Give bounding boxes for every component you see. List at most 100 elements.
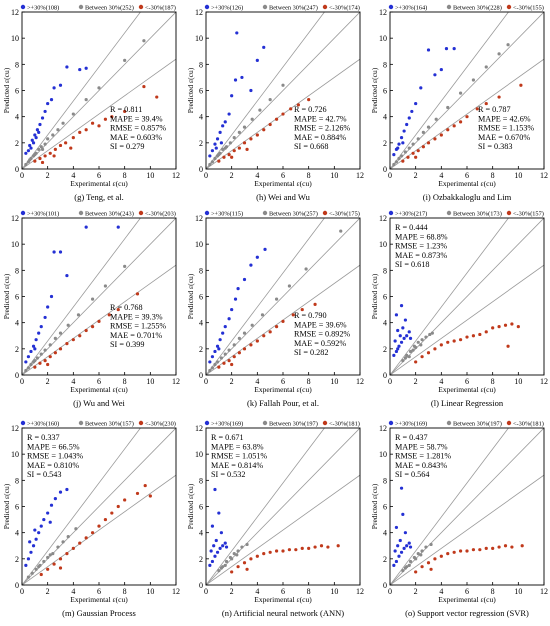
data-point: [46, 362, 50, 367]
metric-text: R = 0.790: [294, 311, 327, 320]
data-point: [408, 559, 413, 564]
data-point: [394, 313, 399, 317]
x-tick-label: 12: [356, 377, 364, 386]
data-point: [61, 121, 65, 125]
data-point: [37, 531, 41, 535]
data-point: [215, 344, 220, 348]
legend-label: <-30%(157): [513, 211, 544, 218]
data-point: [52, 562, 56, 566]
data-point: [39, 145, 43, 149]
data-point: [46, 305, 50, 309]
data-point: [255, 554, 259, 558]
data-point: [223, 541, 227, 545]
data-point: [416, 149, 420, 153]
data-point: [407, 541, 411, 545]
data-point: [26, 366, 31, 370]
data-point: [446, 340, 450, 344]
data-point: [90, 297, 95, 301]
data-point: [221, 147, 225, 151]
y-tick-label: 12: [195, 8, 203, 17]
data-point: [230, 362, 234, 367]
data-point: [48, 553, 52, 557]
x-tick-label: 12: [356, 587, 364, 596]
data-point: [103, 284, 108, 288]
legend-marker: [204, 420, 210, 426]
data-point: [405, 334, 409, 338]
data-point: [339, 229, 343, 233]
data-point: [123, 498, 127, 502]
data-point: [42, 559, 46, 564]
legend-marker: [322, 4, 328, 10]
data-point: [399, 154, 404, 158]
data-point: [446, 552, 450, 556]
data-point: [452, 47, 456, 51]
legend-label: <-30%(230): [145, 421, 176, 428]
data-point: [268, 98, 272, 102]
data-point: [78, 334, 82, 338]
data-point: [97, 124, 101, 128]
data-point: [236, 549, 240, 553]
data-point: [407, 330, 411, 334]
data-point: [38, 361, 42, 365]
metric-text: RMSE = 0.857%: [110, 124, 166, 133]
metric-text: MAE = 0.843%: [395, 461, 447, 470]
series-above: [392, 47, 456, 157]
data-point: [478, 332, 482, 337]
x-tick-label: 10: [330, 171, 338, 180]
x-tick-label: 0: [388, 377, 392, 386]
reference-line-1: [206, 218, 325, 375]
y-tick-label: 0: [15, 165, 19, 174]
x-tick-label: 2: [230, 587, 234, 596]
metric-text: MAPE = 39.3%: [110, 312, 163, 321]
data-point: [40, 116, 45, 120]
y-axis-label: Predicted ε(cu): [186, 483, 195, 529]
metric-text: MAE = 0.603%: [110, 133, 162, 142]
data-point: [84, 128, 88, 132]
reference-line-2: [390, 474, 544, 585]
data-point: [217, 365, 221, 369]
data-point: [103, 517, 108, 522]
series-between: [208, 83, 285, 167]
data-point: [242, 331, 247, 335]
data-point: [58, 83, 63, 87]
panel-4: 0 2 4 6 8 10 12 0 2 4 6 8 10 12 Experimental ε(cu) Pred…: [186, 211, 364, 409]
x-tick-label: 0: [388, 587, 392, 596]
data-point: [218, 546, 222, 550]
x-tick-label: 12: [172, 377, 180, 386]
reference-line-2: [22, 58, 176, 169]
data-point: [135, 292, 140, 296]
data-point: [37, 130, 41, 134]
data-point: [29, 362, 33, 367]
series-between: [401, 331, 434, 363]
data-point: [407, 355, 411, 359]
data-point: [37, 331, 41, 335]
data-point: [245, 567, 249, 571]
data-point: [444, 47, 449, 51]
data-point: [97, 524, 101, 528]
data-point: [420, 338, 424, 342]
metric-text: RMSE = 0.892%: [294, 330, 350, 339]
y-tick-label: 0: [199, 581, 203, 590]
data-point: [240, 75, 244, 80]
x-tick-label: 12: [172, 171, 180, 180]
data-point: [419, 343, 423, 347]
metric-text: R = 0.444: [395, 223, 428, 232]
data-point: [426, 351, 431, 355]
x-tick-label: 8: [307, 587, 311, 596]
data-point: [392, 353, 396, 357]
data-point: [262, 334, 266, 338]
y-tick-label: 2: [15, 345, 19, 354]
data-point: [46, 101, 50, 106]
x-tick-label: 2: [414, 377, 418, 386]
data-point: [230, 307, 234, 312]
legend-marker: [262, 210, 268, 216]
data-point: [250, 323, 254, 327]
reference-line-2: [206, 474, 360, 585]
data-point: [262, 45, 266, 49]
data-point: [294, 548, 298, 552]
data-point: [34, 338, 38, 342]
data-point: [208, 368, 212, 373]
x-tick-label: 8: [307, 171, 311, 180]
x-tick-label: 6: [465, 171, 469, 180]
